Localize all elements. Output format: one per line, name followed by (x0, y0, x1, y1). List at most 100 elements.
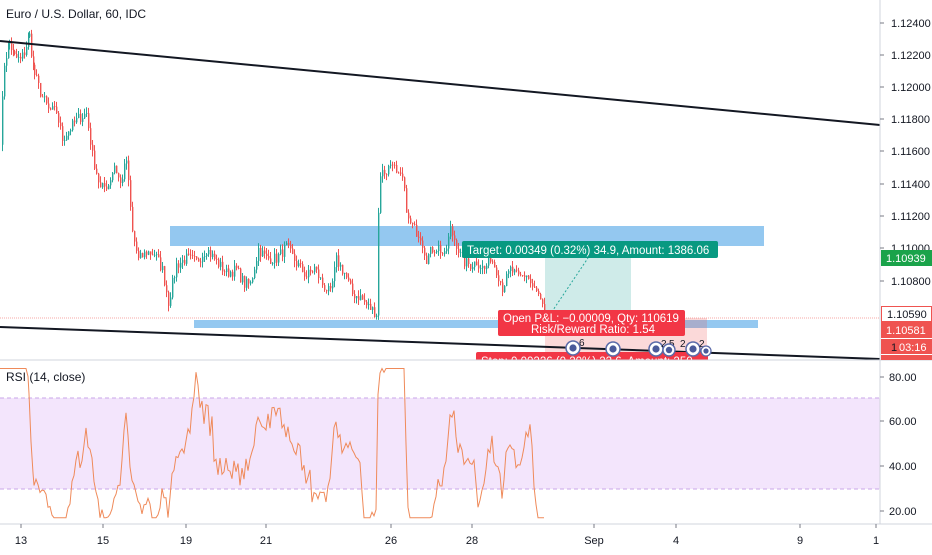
candle-body (276, 253, 278, 263)
candle-body (286, 243, 288, 246)
candle-body (542, 299, 544, 305)
entry-price-label: 1.10590 (887, 309, 927, 321)
candle-body (94, 150, 96, 169)
candle-body (264, 250, 266, 254)
candle-body (4, 65, 6, 97)
rsi-title[interactable]: RSI (14, close) (6, 370, 85, 384)
rsi-tick-label: 20.00 (889, 506, 917, 518)
candle-body (120, 177, 122, 183)
candle-body (58, 113, 60, 123)
candle-body (29, 33, 31, 37)
time-tick-label: Sep (584, 535, 604, 547)
lower-trendline[interactable] (0, 326, 881, 360)
stop-label-bg (476, 352, 708, 360)
candle-body (340, 264, 342, 267)
candle-body (494, 262, 496, 268)
candle-body (156, 254, 158, 256)
candle-body (450, 226, 452, 237)
candle-body (372, 307, 374, 310)
candle-body (9, 41, 11, 44)
candle-body (454, 235, 456, 241)
event-markers[interactable]: 6 2 5 2 2 (565, 338, 712, 357)
candle-body (180, 262, 182, 268)
candle-body (344, 272, 346, 274)
support-zone[interactable] (194, 320, 758, 328)
candle-body (184, 259, 186, 264)
candle-body (13, 50, 15, 52)
flag-event-icon[interactable] (605, 341, 621, 357)
flag-event-icon[interactable] (565, 340, 581, 356)
candle-body (512, 266, 514, 273)
time-tick-label: 26 (385, 535, 397, 547)
time-tick-label: 13 (15, 535, 27, 547)
candle-body (124, 163, 126, 180)
price-tick-label: 1.11200 (891, 211, 930, 223)
price-axis[interactable]: 1.12400 1.12200 1.12000 1.11800 1.11600 … (880, 18, 931, 288)
candle-body (506, 273, 508, 287)
candle-body (444, 251, 446, 255)
candle-body (388, 165, 390, 175)
flag-event-icon[interactable] (662, 343, 676, 357)
target-price-label: 1.10939 (886, 253, 926, 265)
candle-body (168, 292, 170, 306)
candle-body (142, 253, 144, 258)
candle-body (514, 269, 516, 273)
candle-body (498, 275, 500, 282)
time-axis[interactable]: 13 15 19 21 26 28 Sep 4 9 1 (15, 524, 879, 547)
candle-body (502, 282, 504, 293)
candle-body (374, 307, 376, 317)
candle-body (224, 271, 226, 273)
candle-body (92, 144, 94, 151)
candle-body (332, 281, 334, 289)
rsi-axis[interactable]: 80.00 60.00 40.00 20.00 (880, 372, 917, 518)
candle-body (482, 266, 484, 269)
candle-body (436, 251, 438, 253)
candle-body (356, 296, 358, 299)
candle-body (448, 236, 450, 249)
candle-body (110, 180, 112, 186)
candle-body (48, 103, 50, 109)
flag-event-icon[interactable] (700, 345, 712, 357)
candle-body (348, 277, 350, 281)
candle-body (412, 222, 414, 225)
candle-body (166, 285, 168, 293)
upper-trendline[interactable] (0, 40, 881, 126)
candle-body (438, 245, 440, 252)
candle-body (396, 165, 398, 173)
candle-body (78, 113, 80, 118)
candle-body (178, 263, 180, 268)
price-tick-label: 1.11400 (891, 179, 930, 191)
candle-body (414, 224, 416, 225)
candle-body (268, 256, 270, 259)
candle-body (236, 265, 238, 269)
candle-body (248, 278, 250, 284)
candle-body (96, 168, 98, 174)
candle-body (228, 268, 230, 277)
symbol-title[interactable]: Euro / U.S. Dollar, 60, IDC (6, 7, 146, 21)
candle-body (378, 212, 380, 316)
time-tick-label: 9 (797, 535, 803, 547)
candle-body (470, 263, 472, 270)
countdown-label: 03:16 (899, 342, 927, 354)
candle-body (174, 277, 176, 279)
candle-body (466, 258, 468, 267)
candle-body (154, 254, 156, 256)
time-tick-label: 15 (97, 535, 109, 547)
candle-body (122, 179, 124, 183)
candle-body (366, 301, 368, 306)
event-badge: 2 (661, 339, 667, 350)
candle-body (158, 254, 160, 258)
flag-event-icon[interactable] (685, 341, 701, 357)
candle-body (36, 74, 38, 76)
candle-body (46, 96, 48, 104)
candle-body (14, 51, 16, 54)
candle-body (472, 267, 474, 270)
candle-body (16, 53, 18, 58)
candle-body (468, 258, 470, 264)
candle-body (50, 108, 52, 110)
candle-body (290, 244, 292, 249)
candle-body (8, 43, 10, 59)
candle-body (66, 135, 68, 141)
candle-body (250, 282, 252, 284)
